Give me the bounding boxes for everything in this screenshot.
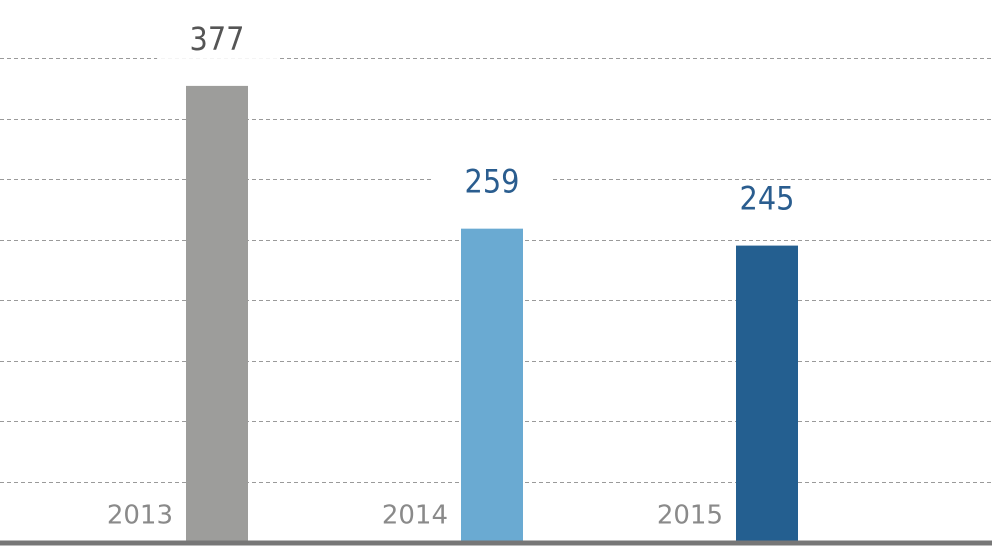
value-label-bg: [157, 22, 277, 59]
value-label-bg: [432, 165, 552, 202]
x-tick-label: 2015: [657, 501, 723, 531]
value-label: 259: [465, 163, 520, 201]
bar: [186, 85, 248, 542]
x-tick-label: 2014: [382, 501, 448, 531]
bar: [736, 245, 798, 542]
x-tick-label: 2013: [107, 501, 173, 531]
grid: [0, 58, 992, 483]
bar: [461, 228, 523, 542]
plot: 377 2013 259 2014 245 2015: [107, 20, 827, 542]
value-label-bg: [707, 182, 827, 219]
value-label: 377: [190, 20, 245, 58]
value-label: 245: [740, 180, 795, 218]
